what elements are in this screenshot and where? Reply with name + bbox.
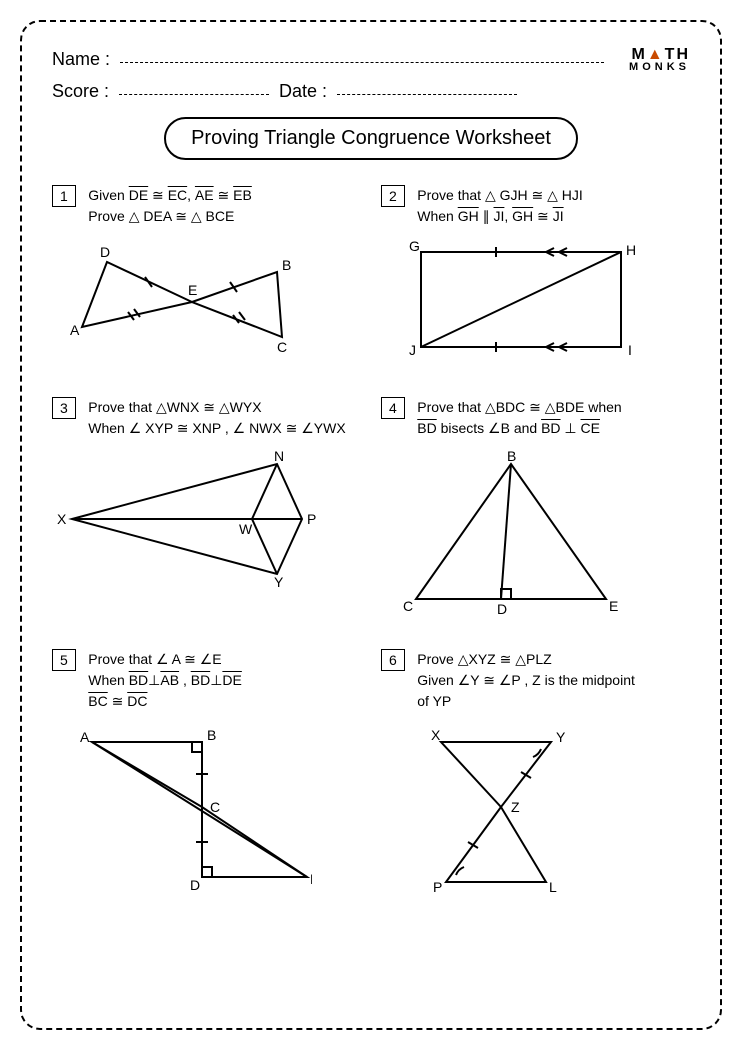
name-row: Name : M▲TH MONKS: [52, 47, 690, 73]
svg-text:D: D: [100, 244, 110, 260]
problem-text: Prove that △BDC ≅ △BDE when BD bisects ∠…: [417, 397, 621, 439]
z-triangle-diagram-icon: A B C D E: [52, 722, 312, 902]
svg-text:W: W: [239, 521, 253, 537]
problem-6: 6 Prove △XYZ ≅ △PLZ Given ∠Y ≅ ∠P , Z is…: [381, 649, 690, 902]
score-underline: [119, 94, 269, 95]
problem-text: Prove that ∠ A ≅ ∠E When BD⊥AB , BD⊥DE B…: [88, 649, 242, 712]
svg-text:B: B: [282, 257, 291, 273]
svg-text:E: E: [188, 282, 197, 298]
svg-text:C: C: [403, 598, 413, 614]
problem-number: 4: [381, 397, 405, 419]
kite-diagram-icon: X N P Y W: [52, 449, 352, 589]
rectangle-diagram-icon: G H J I: [381, 237, 661, 367]
diagram-3: X N P Y W: [52, 449, 361, 589]
svg-text:E: E: [609, 598, 618, 614]
svg-text:L: L: [549, 879, 557, 895]
diagram-1: D A E B C: [52, 237, 361, 357]
problem-number: 1: [52, 185, 76, 207]
svg-text:D: D: [497, 601, 507, 617]
svg-text:H: H: [626, 242, 636, 258]
mathmonks-logo: M▲TH MONKS: [629, 47, 690, 73]
logo-monks: MONKS: [629, 62, 690, 72]
svg-text:X: X: [431, 727, 441, 743]
problem-3: 3 Prove that △WNX ≅ △WYX When ∠ XYP ≅ XN…: [52, 397, 361, 619]
svg-text:C: C: [277, 339, 287, 355]
svg-text:D: D: [190, 877, 200, 893]
svg-text:G: G: [409, 238, 420, 254]
diagram-6: X Y Z P L: [381, 722, 690, 902]
problem-number: 6: [381, 649, 405, 671]
svg-text:B: B: [207, 727, 216, 743]
problem-1: 1 Given DE ≅ EC, AE ≅ EB Prove △ DEA ≅ △…: [52, 185, 361, 367]
problem-text: Given DE ≅ EC, AE ≅ EB Prove △ DEA ≅ △ B…: [88, 185, 252, 227]
problem-text: Prove that △ GJH ≅ △ HJI When GH ∥ JI, G…: [417, 185, 583, 227]
svg-text:J: J: [409, 342, 416, 358]
svg-text:P: P: [307, 511, 316, 527]
score-date-row: Score : Date :: [52, 81, 690, 102]
worksheet-page: Name : M▲TH MONKS Score : Date : Proving…: [20, 20, 722, 1030]
svg-text:Y: Y: [274, 574, 284, 589]
problem-4: 4 Prove that △BDC ≅ △BDE when BD bisects…: [381, 397, 690, 619]
date-underline: [337, 94, 517, 95]
bowtie-diagram-icon: X Y Z P L: [381, 722, 621, 902]
svg-text:X: X: [57, 511, 67, 527]
svg-text:Y: Y: [556, 729, 566, 745]
svg-text:C: C: [210, 799, 220, 815]
problem-number: 5: [52, 649, 76, 671]
diagram-2: G H J I: [381, 237, 690, 367]
svg-text:B: B: [507, 449, 516, 464]
problem-2: 2 Prove that △ GJH ≅ △ HJI When GH ∥ JI,…: [381, 185, 690, 367]
name-underline: [120, 62, 604, 63]
problem-number: 2: [381, 185, 405, 207]
problem-number: 3: [52, 397, 76, 419]
svg-text:A: A: [80, 729, 90, 745]
svg-text:N: N: [274, 449, 284, 464]
problems-grid: 1 Given DE ≅ EC, AE ≅ EB Prove △ DEA ≅ △…: [52, 185, 690, 902]
problem-5: 5 Prove that ∠ A ≅ ∠E When BD⊥AB , BD⊥DE…: [52, 649, 361, 902]
isoceles-diagram-icon: B C D E: [381, 449, 641, 619]
svg-text:I: I: [628, 342, 632, 358]
svg-text:P: P: [433, 879, 442, 895]
svg-text:E: E: [310, 871, 312, 887]
diagram-5: A B C D E: [52, 722, 361, 902]
problem-text: Prove △XYZ ≅ △PLZ Given ∠Y ≅ ∠P , Z is t…: [417, 649, 635, 712]
name-label: Name :: [52, 49, 110, 70]
triangle-diagram-icon: D A E B C: [52, 237, 312, 357]
problem-text: Prove that △WNX ≅ △WYX When ∠ XYP ≅ XNP …: [88, 397, 345, 439]
date-label: Date :: [279, 81, 327, 102]
svg-text:Z: Z: [511, 799, 520, 815]
worksheet-title: Proving Triangle Congruence Worksheet: [164, 117, 578, 160]
diagram-4: B C D E: [381, 449, 690, 619]
svg-text:A: A: [70, 322, 80, 338]
score-label: Score :: [52, 81, 109, 102]
